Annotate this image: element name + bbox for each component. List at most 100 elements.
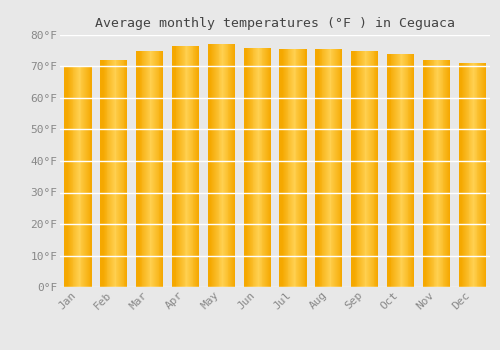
Bar xyxy=(254,48,256,287)
Bar xyxy=(194,46,196,287)
Bar xyxy=(296,49,298,287)
Bar xyxy=(396,54,397,287)
Bar xyxy=(252,48,254,287)
Bar xyxy=(208,44,210,287)
Bar xyxy=(299,49,300,287)
Bar xyxy=(226,44,228,287)
Bar xyxy=(362,51,363,287)
Bar xyxy=(110,60,111,287)
Bar xyxy=(449,60,450,287)
Bar xyxy=(364,51,365,287)
Bar xyxy=(480,63,481,287)
Bar xyxy=(265,48,266,287)
Bar xyxy=(214,44,215,287)
Bar xyxy=(80,66,81,287)
Bar xyxy=(152,51,154,287)
Bar xyxy=(88,66,89,287)
Bar xyxy=(338,49,339,287)
Bar xyxy=(142,51,144,287)
Bar xyxy=(70,66,71,287)
Bar xyxy=(320,49,322,287)
Bar xyxy=(319,49,320,287)
Bar xyxy=(298,49,300,287)
Bar xyxy=(340,49,342,287)
Bar xyxy=(318,49,319,287)
Bar xyxy=(102,60,103,287)
Bar xyxy=(388,54,389,287)
Bar xyxy=(260,48,261,287)
Bar xyxy=(429,60,430,287)
Bar xyxy=(405,54,406,287)
Bar xyxy=(285,49,286,287)
Bar xyxy=(481,63,482,287)
Bar xyxy=(412,54,413,287)
Bar xyxy=(320,49,321,287)
Bar xyxy=(172,46,173,287)
Bar xyxy=(292,49,293,287)
Bar xyxy=(246,48,248,287)
Bar xyxy=(105,60,106,287)
Bar xyxy=(293,49,294,287)
Bar xyxy=(221,44,222,287)
Bar xyxy=(223,44,224,287)
Bar xyxy=(476,63,478,287)
Bar xyxy=(390,54,392,287)
Bar xyxy=(432,60,434,287)
Bar xyxy=(248,48,249,287)
Bar xyxy=(317,49,318,287)
Bar xyxy=(87,66,88,287)
Bar xyxy=(334,49,335,287)
Bar xyxy=(113,60,114,287)
Bar xyxy=(146,51,147,287)
Bar xyxy=(68,66,69,287)
Bar xyxy=(162,51,163,287)
Bar xyxy=(139,51,140,287)
Bar xyxy=(446,60,447,287)
Bar xyxy=(174,46,175,287)
Bar xyxy=(208,44,209,287)
Bar xyxy=(370,51,371,287)
Bar xyxy=(325,49,326,287)
Bar xyxy=(424,60,426,287)
Bar xyxy=(197,46,198,287)
Bar xyxy=(332,49,334,287)
Bar xyxy=(251,48,252,287)
Bar xyxy=(222,44,223,287)
Bar xyxy=(300,49,301,287)
Bar xyxy=(192,46,194,287)
Bar xyxy=(192,46,193,287)
Bar xyxy=(148,51,149,287)
Bar xyxy=(79,66,80,287)
Bar xyxy=(438,60,439,287)
Bar xyxy=(114,60,115,287)
Bar xyxy=(154,51,155,287)
Bar xyxy=(232,44,233,287)
Bar xyxy=(264,48,266,287)
Bar xyxy=(434,60,436,287)
Bar xyxy=(136,51,137,287)
Bar xyxy=(155,51,156,287)
Bar xyxy=(181,46,182,287)
Bar xyxy=(302,49,303,287)
Bar xyxy=(84,66,86,287)
Bar xyxy=(403,54,404,287)
Bar xyxy=(472,63,473,287)
Bar xyxy=(234,44,235,287)
Bar xyxy=(230,44,232,287)
Bar xyxy=(161,51,162,287)
Bar xyxy=(444,60,446,287)
Bar xyxy=(75,66,76,287)
Bar xyxy=(322,49,324,287)
Bar xyxy=(178,46,180,287)
Bar xyxy=(316,49,318,287)
Bar xyxy=(244,48,246,287)
Bar xyxy=(359,51,360,287)
Bar xyxy=(104,60,105,287)
Bar xyxy=(160,51,162,287)
Bar xyxy=(371,51,372,287)
Bar xyxy=(101,60,102,287)
Bar xyxy=(189,46,190,287)
Bar xyxy=(122,60,123,287)
Bar xyxy=(398,54,399,287)
Bar xyxy=(80,66,82,287)
